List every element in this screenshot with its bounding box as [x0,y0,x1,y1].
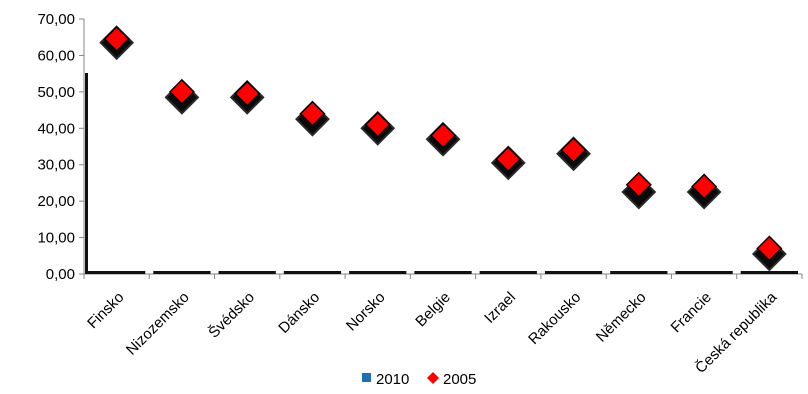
bar-2010-edge [85,73,88,274]
bar-2010 [88,271,145,274]
y-axis: 0,00 10,00 20,00 30,00 40,00 50,00 60,00 70,00 [37,11,84,283]
category-label: Izrael [481,289,519,327]
bar-2010 [610,271,667,274]
bar-2010 [153,271,210,274]
y-tick-label: 20,00 [37,193,75,210]
bar-2010 [349,271,406,274]
category-label: Rakousko [525,289,584,348]
y-tick-label: 40,00 [37,120,75,137]
bar-2010 [284,271,341,274]
y-tick-label: 50,00 [37,84,75,101]
bar-2010 [675,271,732,274]
legend-swatch-2010 [362,373,371,382]
category-label: Švédsko [205,289,258,342]
y-tick-label: 70,00 [37,11,75,28]
category-label: Německo [593,289,650,346]
legend-label-2010: 2010 [376,371,409,388]
legend: 2010 2005 [362,371,476,388]
bar-2010 [219,271,276,274]
category-label: Francie [668,289,715,336]
category-label: Belgie [412,289,454,331]
y-tick-label: 10,00 [37,230,75,247]
bar-2010 [545,271,602,274]
y-tick-label: 0,00 [46,266,75,283]
category-label: Norsko [343,289,389,335]
category-label: Dánsko [275,289,323,337]
category-label: Finsko [84,289,127,332]
legend-label-2005: 2005 [443,371,476,388]
y-tick-label: 60,00 [37,47,75,64]
bar-2010 [741,271,798,274]
bar-2010 [480,271,537,274]
legend-swatch-2005 [427,372,439,384]
category-label: Nizozemsko [123,289,193,359]
y-tick-label: 30,00 [37,157,75,174]
bar-2010 [414,271,471,274]
series-2005-markers [105,27,782,260]
x-axis [84,274,802,279]
